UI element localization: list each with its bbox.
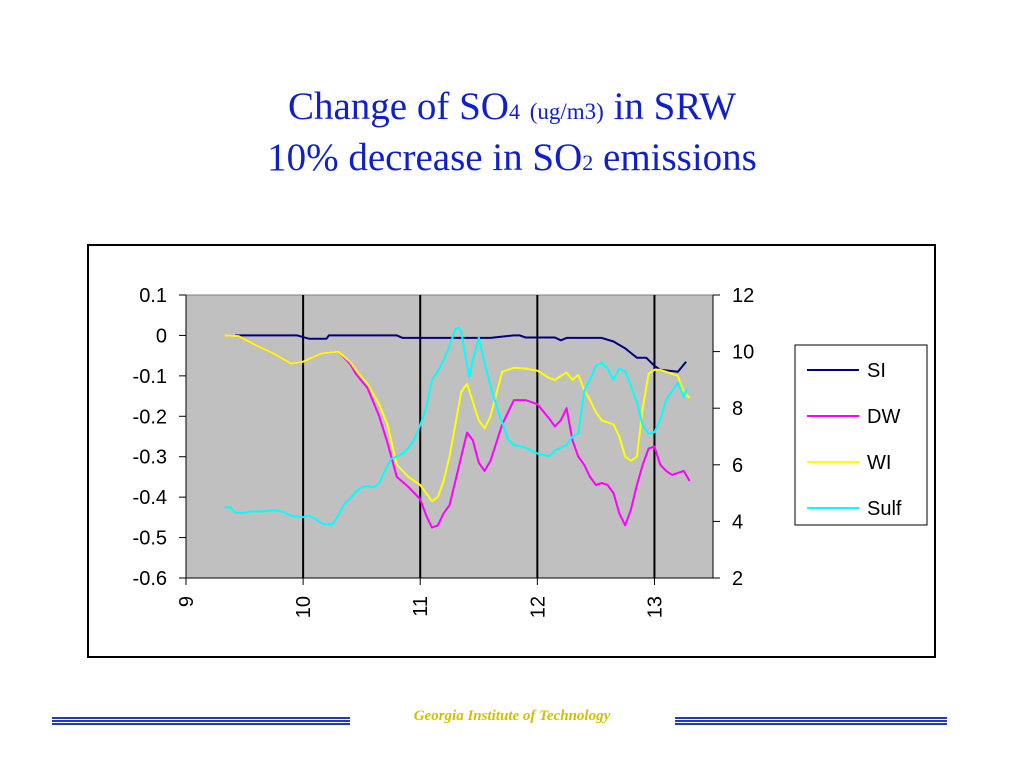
footer-institution: Georgia Institute of Technology (413, 708, 611, 724)
title-line-2: 10% decrease in SO2 emissions (0, 135, 1024, 186)
y-tick-label: -0.2 (133, 406, 167, 428)
legend-label-sulf: Sulf (867, 498, 902, 520)
series-line-sulf (224, 326, 689, 526)
series-line-si (235, 334, 687, 373)
title-line1-subscript: 4 (508, 99, 520, 124)
x-tick-label: 11 (410, 596, 432, 617)
footer-rule-right (675, 717, 947, 726)
footer-rule-left (52, 717, 350, 726)
plot-area (185, 294, 714, 579)
y2-tick-label: 4 (732, 511, 743, 533)
title-line-1: Change of SO4 (ug/m3) in SRW (0, 84, 1024, 135)
y2-tick-label: 10 (732, 342, 754, 364)
x-tick-label: 13 (644, 596, 666, 618)
series-line-wi (224, 334, 691, 503)
y-tick-label: 0 (156, 325, 167, 347)
x-tick-label: 9 (176, 596, 198, 607)
y2-tick-label: 12 (732, 285, 754, 307)
slide-title: Change of SO4 (ug/m3) in SRW 10% decreas… (0, 84, 1024, 186)
legend-label-si: SI (867, 360, 886, 382)
title-line1-b: in SRW (613, 85, 737, 128)
legend-label-wi: WI (867, 452, 891, 474)
y-tick-label: -0.6 (133, 568, 167, 590)
y-tick-label: 0.1 (139, 285, 167, 307)
y2-tick-label: 8 (732, 398, 743, 420)
y-tick-label: -0.4 (133, 487, 167, 509)
legend-label-dw: DW (867, 406, 900, 428)
y2-tick-label: 2 (732, 568, 743, 590)
y-tick-label: -0.3 (133, 447, 167, 469)
title-line1-unit: (ug/m3) (529, 99, 604, 124)
legend (794, 344, 928, 526)
x-tick-label: 10 (293, 596, 315, 618)
y-tick-label: -0.5 (133, 528, 167, 550)
y-tick-label: -0.1 (133, 366, 167, 388)
title-line2-b: emissions (603, 136, 757, 179)
y2-tick-label: 6 (732, 455, 743, 477)
title-line1-a: Change of SO (287, 85, 509, 128)
x-tick-label: 12 (527, 596, 549, 618)
title-line2-a: 10% decrease in SO (267, 136, 583, 179)
title-line2-subscript: 2 (582, 150, 594, 175)
